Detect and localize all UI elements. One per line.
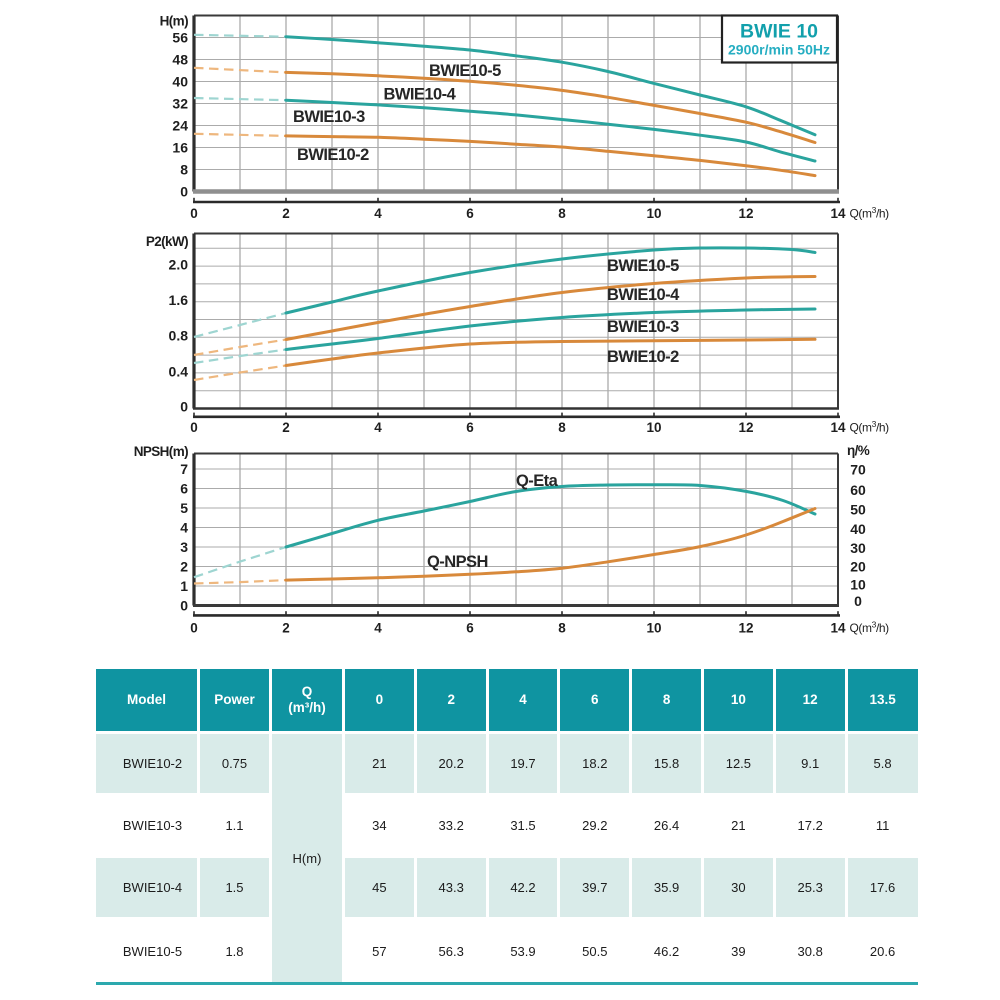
svg-text:2: 2	[180, 559, 188, 575]
svg-text:2900r/min 50Hz: 2900r/min 50Hz	[728, 42, 830, 58]
svg-text:0: 0	[180, 184, 188, 200]
svg-text:H(m): H(m)	[160, 14, 188, 29]
svg-text:10: 10	[850, 577, 866, 593]
svg-text:48: 48	[172, 52, 188, 68]
svg-text:0: 0	[854, 593, 862, 609]
svg-text:BWIE10-5: BWIE10-5	[607, 257, 679, 275]
svg-text:4: 4	[374, 621, 382, 636]
svg-text:32: 32	[172, 96, 188, 112]
svg-text:50: 50	[850, 502, 866, 518]
svg-text:70: 70	[850, 461, 866, 477]
svg-text:4: 4	[374, 206, 382, 221]
svg-text:BWIE10-4: BWIE10-4	[384, 86, 457, 104]
svg-text:BWIE10-3: BWIE10-3	[607, 318, 679, 336]
svg-text:24: 24	[172, 118, 188, 134]
svg-text:8: 8	[558, 420, 566, 435]
svg-text:Q(m3/h): Q(m3/h)	[850, 620, 890, 636]
svg-text:Q(m3/h): Q(m3/h)	[850, 205, 890, 221]
svg-text:40: 40	[850, 521, 866, 537]
svg-text:1: 1	[180, 578, 188, 594]
svg-text:40: 40	[172, 74, 188, 90]
svg-text:0: 0	[180, 399, 188, 415]
svg-text:0.4: 0.4	[169, 363, 189, 379]
svg-text:BWIE 10: BWIE 10	[740, 21, 818, 43]
svg-text:BWIE10-2: BWIE10-2	[297, 146, 369, 164]
svg-text:1.6: 1.6	[169, 292, 189, 308]
svg-text:8: 8	[558, 621, 566, 636]
svg-text:2: 2	[282, 621, 290, 636]
svg-text:0: 0	[180, 598, 188, 614]
svg-text:4: 4	[374, 420, 382, 435]
svg-text:6: 6	[466, 420, 474, 435]
svg-text:0: 0	[190, 621, 198, 636]
svg-text:Q(m3/h): Q(m3/h)	[850, 419, 890, 435]
svg-text:8: 8	[180, 162, 188, 178]
svg-text:14: 14	[830, 206, 846, 221]
svg-text:16: 16	[172, 140, 188, 156]
svg-text:10: 10	[646, 206, 661, 221]
svg-text:BWIE10-4: BWIE10-4	[607, 286, 680, 304]
svg-text:η/%: η/%	[847, 443, 870, 458]
svg-text:6: 6	[180, 481, 188, 497]
svg-text:2: 2	[282, 206, 290, 221]
svg-text:0.8: 0.8	[169, 328, 189, 344]
svg-text:P2(kW): P2(kW)	[146, 234, 188, 249]
svg-text:56: 56	[172, 30, 188, 46]
svg-text:BWIE10-2: BWIE10-2	[607, 348, 679, 366]
svg-text:14: 14	[830, 621, 846, 636]
svg-text:Q-Eta: Q-Eta	[516, 472, 559, 490]
svg-text:6: 6	[466, 621, 474, 636]
svg-text:30: 30	[850, 540, 866, 556]
svg-text:60: 60	[850, 482, 866, 498]
svg-text:2: 2	[282, 420, 290, 435]
svg-text:5: 5	[180, 500, 188, 516]
svg-text:Q-NPSH: Q-NPSH	[427, 553, 488, 571]
svg-text:NPSH(m): NPSH(m)	[134, 444, 188, 459]
svg-text:3: 3	[180, 539, 188, 555]
svg-text:12: 12	[738, 206, 753, 221]
svg-text:0: 0	[190, 206, 198, 221]
svg-text:6: 6	[466, 206, 474, 221]
svg-text:10: 10	[646, 621, 661, 636]
svg-text:7: 7	[180, 461, 188, 477]
svg-text:10: 10	[646, 420, 661, 435]
svg-text:0: 0	[190, 420, 198, 435]
svg-text:20: 20	[850, 559, 866, 575]
svg-text:14: 14	[830, 420, 846, 435]
svg-text:2.0: 2.0	[169, 256, 189, 272]
svg-text:BWIE10-5: BWIE10-5	[429, 62, 501, 80]
svg-text:BWIE10-3: BWIE10-3	[293, 108, 365, 126]
svg-text:4: 4	[180, 520, 188, 536]
svg-text:12: 12	[738, 621, 753, 636]
svg-text:8: 8	[558, 206, 566, 221]
svg-text:12: 12	[738, 420, 753, 435]
